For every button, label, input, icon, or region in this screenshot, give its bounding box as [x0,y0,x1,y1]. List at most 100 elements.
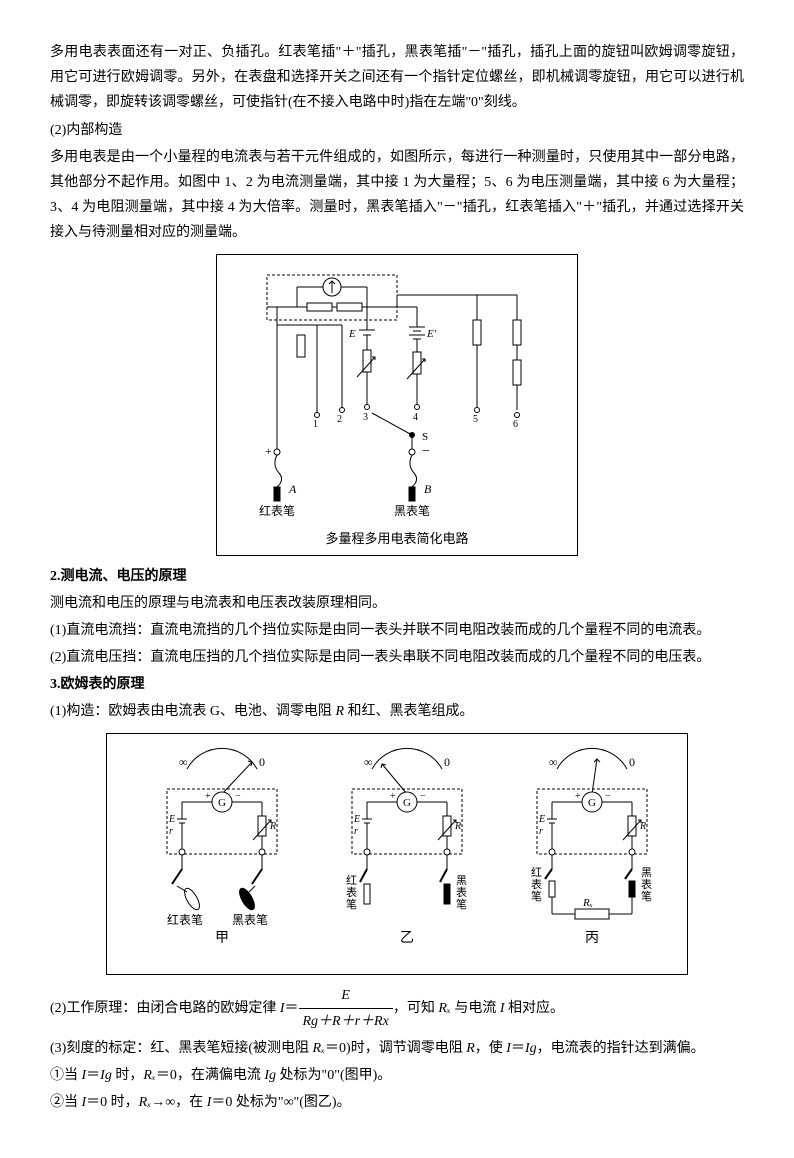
svg-text:G: G [403,797,411,809]
heading-3: 3.欧姆表的原理 [50,672,744,697]
svg-text:甲: 甲 [215,931,229,944]
svg-text:0: 0 [444,755,450,769]
svg-text:−: − [422,444,430,459]
svg-text:红表笔: 红表笔 [167,912,203,927]
diagram-ohmmeter-principle: ∞ 0 G + − E r R [106,733,688,975]
svg-text:笔: 笔 [531,889,542,903]
p9-Rx: Rₓ [143,1068,156,1083]
p10-prefix: ②当 [50,1095,82,1110]
svg-text:∞: ∞ [364,755,373,769]
p10-Rx: Rₓ [139,1095,152,1110]
p8-Ig: Ig [525,1041,537,1056]
diagram1-caption: 多量程多用电表简化电路 [227,527,567,550]
svg-text:笔: 笔 [641,889,652,903]
p9-eq: ＝ [86,1068,100,1083]
svg-text:−: − [235,791,241,802]
p9-Ig2: Ig [264,1068,276,1083]
svg-text:∞: ∞ [179,755,188,769]
svg-text:丙: 丙 [585,931,599,944]
p10-mid: ＝0 时， [86,1095,139,1110]
svg-text:+: + [205,791,211,802]
p8-prefix: (3)刻度的标定：红、黑表笔短接(被测电阻 [50,1041,313,1056]
p8-eq: ＝ [511,1041,525,1056]
svg-text:r: r [169,826,173,837]
svg-text:0: 0 [259,755,265,769]
svg-text:E: E [353,814,360,825]
fraction: ERg＋R＋r＋Rx [299,983,393,1034]
svg-text:红: 红 [346,874,357,887]
p6-prefix: (1)构造：欧姆表由电流表 G、电池、调零电阻 [50,704,335,719]
svg-text:E': E' [426,328,437,340]
p9-prefix: ①当 [50,1068,82,1083]
p8-Rx: Rₓ [313,1041,326,1056]
svg-text:E: E [168,814,175,825]
p7-mid2: 与电流 [451,1001,500,1016]
paragraph-6: (1)构造：欧姆表由电流表 G、电池、调零电阻 R 和红、黑表笔组成。 [50,699,744,724]
section-2-title: (2)内部构造 [50,118,744,143]
paragraph-8: (3)刻度的标定：红、黑表笔短接(被测电阻 Rₓ＝0)时，调节调零电阻 R，使 … [50,1036,744,1061]
p6-suffix: 和红、黑表笔组成。 [344,704,474,719]
paragraph-9: ①当 I＝Ig 时，Rₓ＝0，在满偏电流 Ig 处标为"0"(图甲)。 [50,1063,744,1088]
frac-den: Rg＋R＋r＋Rx [299,1009,393,1034]
svg-text:表: 表 [531,877,542,891]
svg-text:3: 3 [363,412,368,423]
p7-Rx: Rₓ [438,1001,451,1016]
svg-text:红表笔: 红表笔 [259,503,295,518]
svg-text:表: 表 [346,885,357,899]
svg-text:1: 1 [313,419,318,430]
svg-text:S: S [422,431,428,443]
p10-suffix: ＝0 处标为"∞"(图乙)。 [211,1095,350,1110]
svg-text:R: R [454,821,461,832]
svg-text:G: G [588,797,596,809]
p7-suffix: 相对应。 [505,1001,565,1016]
svg-text:+: + [390,791,396,802]
svg-text:+: + [575,791,581,802]
svg-text:r: r [539,826,543,837]
svg-text:−: − [605,791,611,802]
svg-text:6: 6 [513,419,518,430]
svg-text:R: R [639,821,646,832]
paragraph-2: 多用电表是由一个小量程的电流表与若干元件组成的，如图所示，每进行一种测量时，只使… [50,145,744,246]
svg-text:黑: 黑 [456,874,467,887]
p9-suffix: 处标为"0"(图甲)。 [276,1068,391,1083]
svg-text:Rₓ: Rₓ [582,897,593,909]
svg-text:黑表笔: 黑表笔 [232,912,268,927]
svg-text:笔: 笔 [456,897,467,911]
svg-text:4: 4 [413,412,418,423]
svg-text:−: − [420,791,426,802]
paragraph-10: ②当 I＝0 时，Rₓ→∞，在 I＝0 处标为"∞"(图乙)。 [50,1090,744,1115]
paragraph-3: 测电流和电压的原理与电流表和电压表改装原理相同。 [50,591,744,616]
svg-text:G: G [218,797,226,809]
svg-text:A: A [288,482,297,496]
svg-text:B: B [424,482,432,496]
svg-text:E: E [348,328,356,340]
p8-mid2: ，使 [475,1041,507,1056]
svg-text:+: + [265,444,272,458]
svg-text:E: E [538,814,545,825]
p7-eq: ＝ [285,1001,299,1016]
p6-R: R [335,704,344,719]
paragraph-4: (1)直流电流挡：直流电流挡的几个挡位实际是由同一表头并联不同电阻改装而成的几个… [50,618,744,643]
svg-text:黑: 黑 [641,866,652,879]
svg-text:表: 表 [456,885,467,899]
p8-R: R [466,1041,475,1056]
diagram-multimeter-circuit: E E' 1 2 3 4 5 6 [216,254,578,556]
svg-text:5: 5 [473,414,478,425]
p9-mid2: ＝0，在满偏电流 [156,1068,265,1083]
p7-mid: ，可知 [393,1001,439,1016]
svg-text:R: R [269,821,276,832]
svg-text:乙: 乙 [400,930,414,944]
paragraph-1: 多用电表表面还有一对正、负插孔。红表笔插"＋"插孔，黑表笔插"－"插孔，插孔上面… [50,40,744,116]
paragraph-7: (2)工作原理：由闭合电路的欧姆定律 I＝ERg＋R＋r＋Rx，可知 Rₓ 与电… [50,983,744,1034]
svg-text:黑表笔: 黑表笔 [394,503,430,518]
heading-2: 2.测电流、电压的原理 [50,564,744,589]
p10-arrow: →∞，在 [151,1095,206,1110]
p8-suffix: ，电流表的指针达到满偏。 [537,1041,705,1056]
svg-text:2: 2 [337,414,342,425]
p9-mid: 时， [112,1068,144,1083]
svg-text:红: 红 [531,866,542,879]
svg-text:表: 表 [641,877,652,891]
svg-text:笔: 笔 [346,897,357,911]
p8-mid1: ＝0)时，调节调零电阻 [325,1041,466,1056]
paragraph-5: (2)直流电压挡：直流电压挡的几个挡位实际是由同一表头串联不同电阻改装而成的几个… [50,645,744,670]
